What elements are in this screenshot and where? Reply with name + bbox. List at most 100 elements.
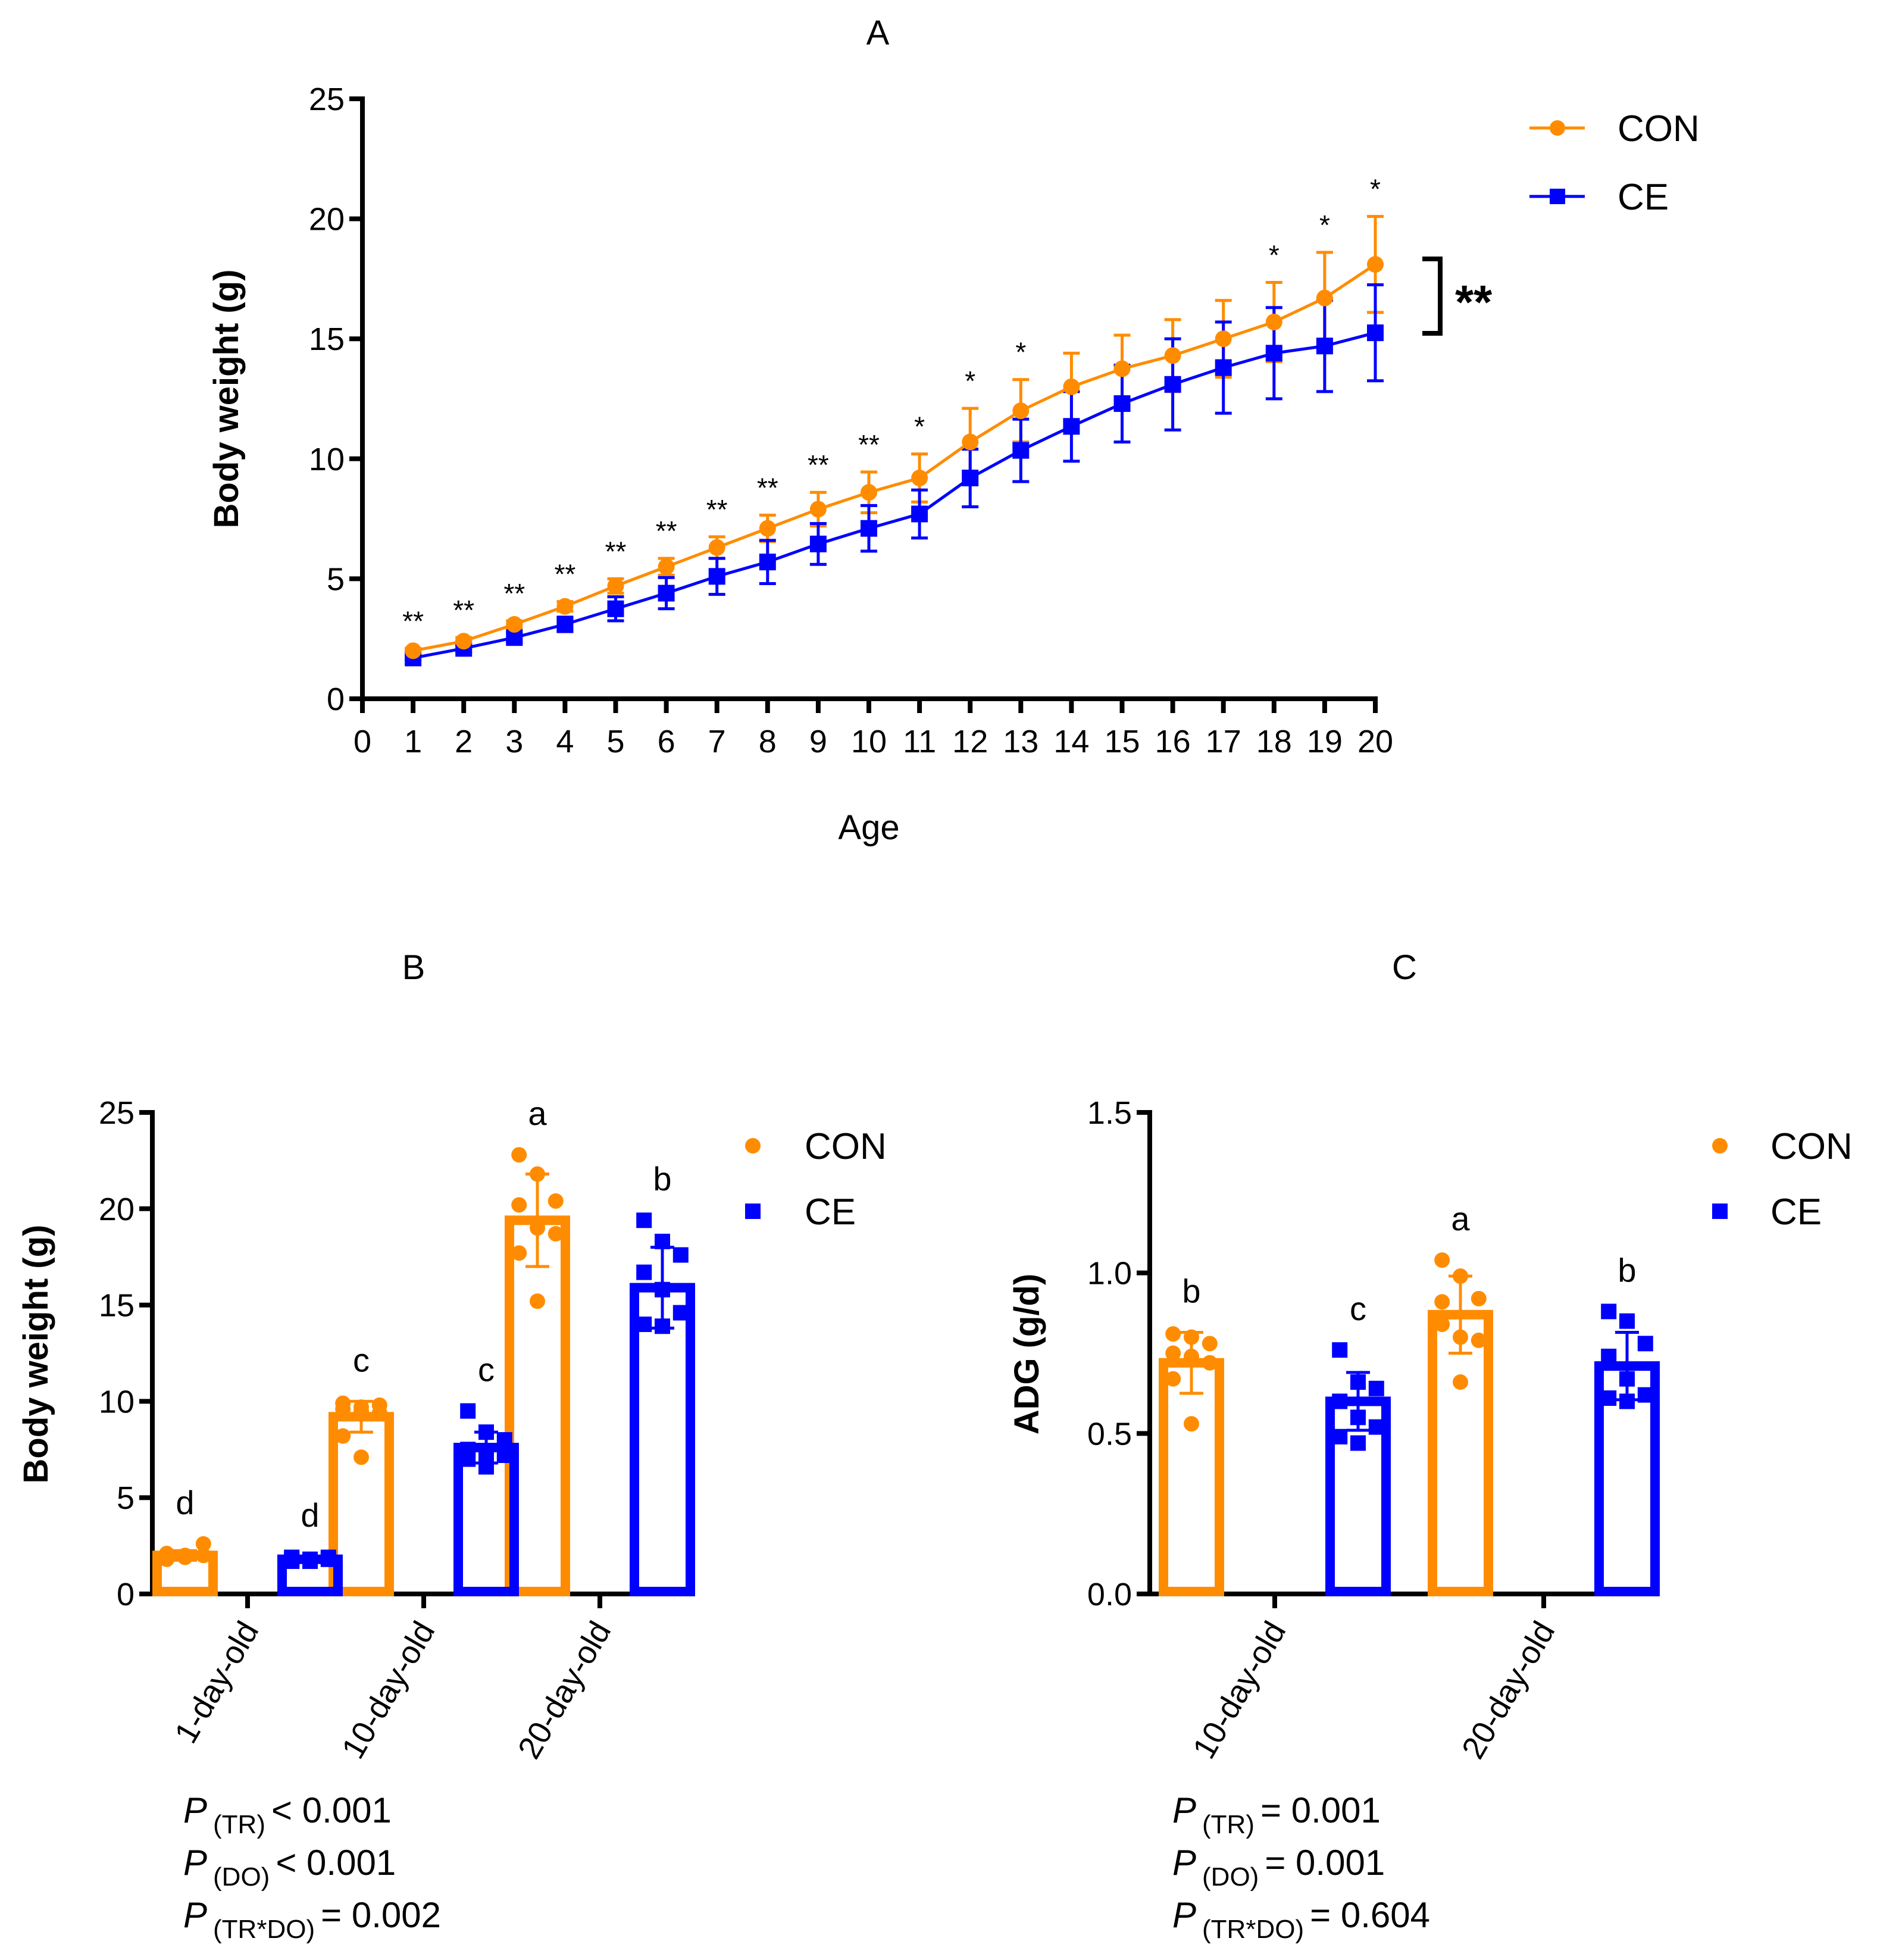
data-point-con — [1063, 378, 1080, 395]
y-tick-label: 25 — [309, 82, 345, 117]
significance-label: ** — [402, 605, 424, 636]
group-letter: c — [478, 1351, 495, 1389]
significance-label: ** — [453, 595, 474, 626]
bar-con — [1428, 1309, 1493, 1597]
data-point-con — [962, 433, 979, 451]
data-point-ce — [1164, 376, 1181, 393]
x-tick-label: 18 — [1256, 724, 1292, 759]
data-point-con — [759, 520, 776, 537]
p-value: < 0.001 — [271, 1790, 392, 1830]
data-point-ce — [556, 616, 574, 633]
y-tick-label: 0.5 — [1087, 1416, 1132, 1452]
data-point-con — [548, 1193, 564, 1209]
p-symbol: P — [1172, 1843, 1196, 1883]
p-value-line: P (TR) < 0.001 — [183, 1790, 392, 1839]
x-tick-label: 10 — [851, 724, 887, 759]
data-point-con — [1471, 1290, 1487, 1306]
p-value: = 0.002 — [321, 1895, 441, 1935]
p-subscript: (TR*DO) — [1202, 1915, 1304, 1944]
data-point-con — [1202, 1355, 1218, 1371]
significance-bracket: ** — [1422, 257, 1493, 336]
x-tick-label: 5 — [606, 724, 624, 759]
data-point-ce — [1601, 1303, 1617, 1320]
panel-a-legend: CON CE — [1529, 108, 1700, 218]
data-point-ce — [658, 584, 675, 602]
y-tick-label: 10 — [99, 1384, 134, 1420]
significance-label: ** — [757, 473, 778, 504]
data-point-ce — [1601, 1348, 1617, 1364]
x-tick-label: 1 — [404, 724, 422, 759]
data-point-ce — [1332, 1428, 1348, 1445]
data-point-con — [911, 470, 928, 487]
y-tick-label: 0 — [327, 682, 345, 717]
data-point-con — [511, 1245, 527, 1261]
group-letter: b — [653, 1160, 671, 1198]
p-value: = 0.001 — [1260, 1790, 1381, 1830]
p-symbol: P — [1172, 1895, 1196, 1935]
x-tick-label: 20-day-old — [1455, 1615, 1562, 1765]
x-tick-label: 19 — [1307, 724, 1343, 759]
y-tick-label: 1.5 — [1087, 1095, 1132, 1131]
data-point-con — [1165, 1326, 1181, 1342]
data-point-ce — [708, 568, 725, 585]
group-letter: c — [353, 1341, 370, 1378]
p-value-line: P (TR*DO) = 0.002 — [183, 1895, 441, 1944]
data-point-con — [335, 1428, 351, 1444]
data-point-ce — [460, 1451, 476, 1467]
legend-ce-square-icon — [745, 1203, 761, 1219]
data-point-con — [353, 1449, 369, 1465]
data-point-con — [1367, 256, 1384, 273]
data-point-ce — [1637, 1336, 1653, 1352]
significance-label: ** — [656, 515, 677, 546]
data-point-ce — [759, 554, 776, 571]
p-symbol: P — [183, 1790, 207, 1830]
data-point-ce — [809, 535, 827, 552]
panel-c-legend: CON CE — [1712, 1126, 1853, 1233]
data-point-ce — [911, 505, 928, 523]
panel-a-y-axis-title: Body weight (g) — [207, 270, 246, 529]
data-point-con — [1453, 1374, 1468, 1390]
data-point-ce — [1215, 359, 1232, 376]
p-subscript: (DO) — [1202, 1862, 1259, 1892]
data-point-ce — [1265, 345, 1282, 362]
data-point-ce — [672, 1305, 689, 1321]
p-symbol: P — [1172, 1790, 1196, 1830]
y-tick-label: 15 — [309, 321, 345, 357]
data-point-ce — [284, 1549, 300, 1565]
data-point-con — [455, 633, 473, 650]
p-value-line: P (TR*DO) = 0.604 — [1172, 1895, 1430, 1944]
p-subscript: (TR) — [1202, 1810, 1255, 1839]
x-tick-label: 6 — [658, 724, 675, 759]
data-point-ce — [1637, 1387, 1653, 1403]
y-tick-label: 15 — [99, 1288, 134, 1324]
group-letter: d — [176, 1484, 194, 1521]
data-point-con — [1113, 360, 1131, 377]
data-point-ce — [320, 1551, 336, 1567]
data-point-con — [1165, 1345, 1181, 1361]
group-letter: a — [528, 1095, 547, 1132]
data-point-ce — [460, 1403, 476, 1419]
data-point-con — [530, 1293, 545, 1309]
data-point-con — [371, 1405, 387, 1421]
panel-c-bar-chart: C ADG (g/d) 0.0 0.5 1.0 1.5 10-day-old 20-day… — [1008, 948, 1853, 1944]
x-tick-label: 8 — [759, 724, 777, 759]
x-tick-label: 4 — [556, 724, 574, 759]
x-tick-label: 3 — [505, 724, 523, 759]
data-point-con — [1316, 289, 1333, 307]
p-value: < 0.001 — [276, 1843, 396, 1883]
y-tick-label: 20 — [99, 1192, 134, 1227]
y-tick-label: 1.0 — [1087, 1256, 1132, 1292]
data-point-con — [708, 539, 725, 556]
x-tick-label: 10-day-old — [335, 1615, 442, 1765]
x-tick-label: 14 — [1053, 724, 1089, 759]
data-point-con — [511, 1197, 527, 1213]
data-point-con — [1265, 313, 1282, 330]
data-point-ce — [1619, 1313, 1635, 1329]
legend-con-label: CON — [1770, 1126, 1853, 1167]
significance-label: ** — [858, 429, 880, 460]
data-point-con — [658, 558, 675, 576]
p-value: = 0.604 — [1310, 1895, 1430, 1935]
data-point-con — [556, 598, 574, 615]
data-point-con — [1184, 1416, 1199, 1432]
